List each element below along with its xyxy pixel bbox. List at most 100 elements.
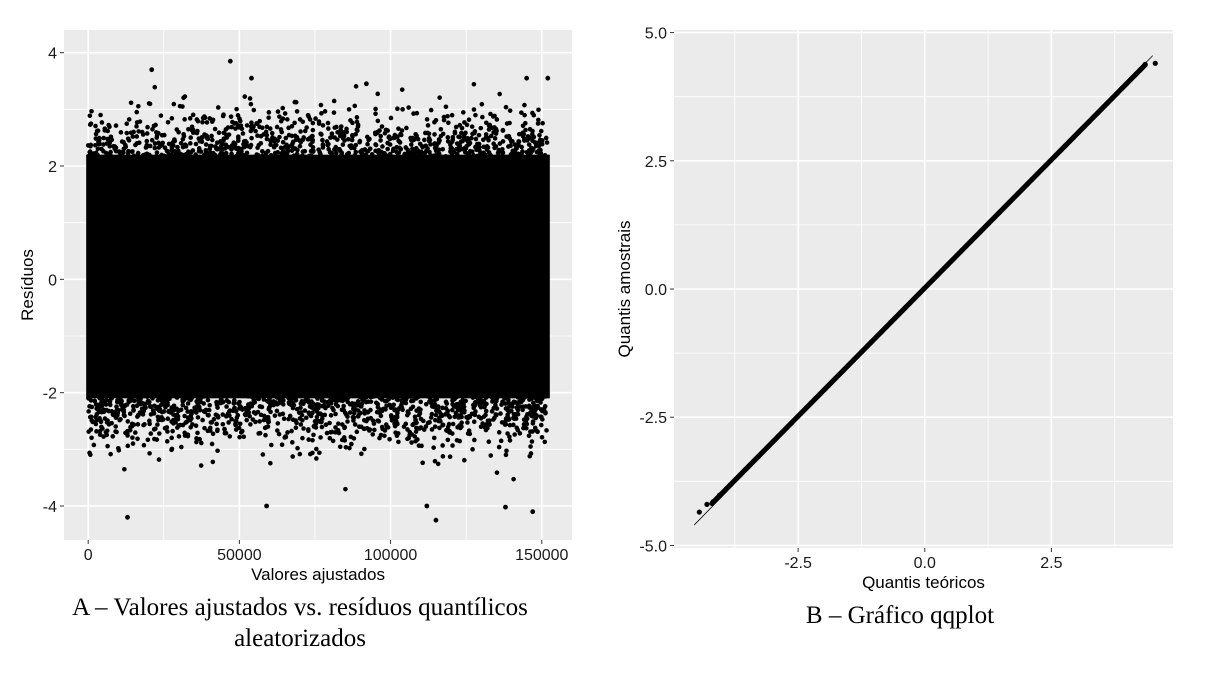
- data-point: [501, 394, 507, 400]
- data-point: [138, 391, 143, 397]
- data-point: [138, 401, 143, 407]
- data-point: [227, 408, 233, 413]
- data-point: [198, 463, 204, 468]
- data-point: [229, 153, 234, 158]
- data-point: [449, 112, 455, 118]
- data-point: [144, 131, 150, 136]
- data-point: [232, 142, 237, 148]
- data-point: [106, 122, 112, 128]
- data-point: [522, 138, 527, 143]
- data-point: [274, 395, 280, 400]
- data-point: [166, 151, 172, 157]
- data-point: [383, 422, 389, 427]
- data-point: [310, 450, 315, 456]
- data-point: [237, 434, 242, 440]
- data-point: [91, 442, 97, 448]
- data-point: [522, 395, 528, 400]
- data-point: [469, 411, 475, 417]
- data-point: [142, 422, 147, 427]
- data-point: [345, 414, 350, 419]
- data-point: [158, 113, 164, 118]
- data-point: [169, 446, 175, 452]
- data-point: [165, 119, 171, 125]
- data-point: [258, 155, 264, 161]
- data-point: [324, 158, 330, 164]
- data-point: [289, 123, 295, 129]
- data-point: [177, 391, 183, 396]
- data-point: [313, 425, 319, 430]
- data-point: [449, 139, 455, 145]
- data-point: [257, 118, 263, 124]
- data-point: [156, 130, 161, 136]
- data-point: [466, 117, 472, 123]
- data-point: [165, 429, 170, 434]
- data-point: [274, 124, 280, 130]
- data-point: [710, 499, 716, 505]
- data-point: [300, 119, 306, 125]
- data-point: [327, 435, 333, 441]
- data-point: [433, 517, 439, 523]
- data-point: [189, 124, 195, 130]
- data-point: [294, 151, 300, 157]
- data-point: [229, 416, 234, 422]
- data-point: [251, 107, 257, 113]
- data-point: [266, 115, 271, 120]
- data-point: [316, 121, 322, 126]
- data-point: [280, 402, 286, 407]
- data-point: [457, 161, 462, 167]
- data-point: [287, 413, 293, 419]
- data-point: [278, 127, 284, 132]
- data-point: [241, 434, 247, 440]
- data-point: [460, 397, 466, 403]
- data-point: [248, 101, 254, 107]
- data-point: [419, 163, 424, 168]
- data-point: [331, 98, 337, 104]
- data-point: [499, 159, 505, 164]
- data-point: [188, 397, 194, 403]
- data-point: [121, 146, 127, 152]
- data-point: [153, 122, 158, 128]
- data-point: [129, 391, 134, 397]
- data-point: [395, 431, 401, 436]
- data-point: [379, 408, 384, 414]
- data-point: [234, 157, 240, 162]
- data-point: [335, 129, 340, 135]
- data-point: [311, 432, 316, 438]
- data-point: [503, 104, 509, 110]
- data-point: [371, 421, 377, 426]
- data-point: [293, 425, 299, 431]
- data-point: [540, 120, 545, 126]
- data-point: [104, 141, 110, 146]
- data-point: [424, 117, 430, 122]
- data-point: [204, 120, 210, 125]
- data-point: [170, 428, 175, 434]
- data-point: [149, 390, 154, 396]
- data-point: [93, 136, 99, 141]
- data-point: [230, 157, 236, 163]
- data-point: [181, 95, 186, 101]
- data-point: [530, 400, 536, 406]
- data-point: [344, 152, 350, 157]
- data-point: [527, 126, 533, 132]
- data-point: [331, 110, 337, 115]
- data-point: [147, 156, 153, 162]
- data-point: [297, 143, 303, 149]
- data-point: [387, 142, 393, 147]
- data-point: [473, 409, 478, 414]
- data-point: [479, 101, 485, 107]
- data-point: [503, 452, 509, 458]
- data-point: [264, 132, 270, 138]
- data-point: [183, 152, 189, 157]
- data-point: [403, 145, 409, 150]
- data-point: [136, 129, 141, 134]
- data-point: [93, 142, 98, 148]
- data-point: [153, 426, 158, 432]
- data-point: [445, 424, 451, 430]
- data-point: [95, 146, 101, 152]
- data-point: [530, 414, 536, 419]
- data-point: [351, 436, 357, 441]
- data-point: [438, 411, 444, 417]
- data-point: [420, 460, 425, 466]
- data-point: [420, 418, 426, 424]
- data-point: [528, 136, 534, 141]
